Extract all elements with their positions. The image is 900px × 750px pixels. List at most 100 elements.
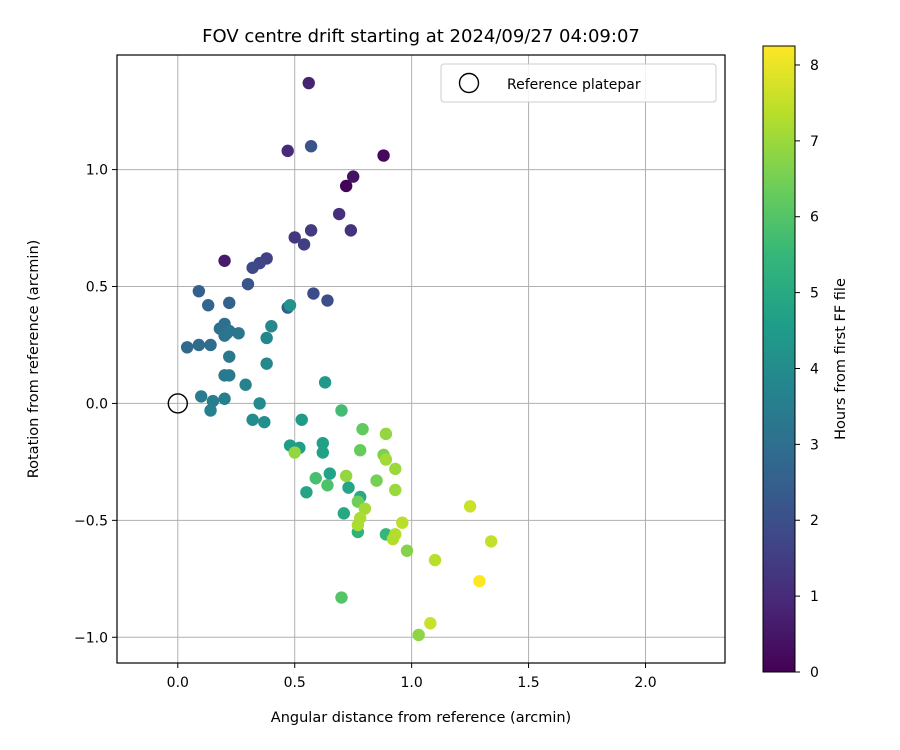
x-tick-label: 0.5 — [284, 675, 306, 691]
x-tick-label: 1.5 — [517, 675, 539, 691]
data-point — [223, 369, 236, 382]
data-point — [339, 469, 353, 483]
data-point — [223, 324, 236, 338]
data-point — [304, 140, 318, 153]
data-point — [335, 591, 348, 604]
data-point — [192, 284, 206, 298]
data-point — [300, 486, 313, 499]
colorbar-tick-label: 5 — [810, 286, 819, 302]
data-point — [246, 261, 259, 274]
data-point — [412, 628, 425, 642]
data-point — [304, 224, 318, 237]
data-point — [321, 479, 334, 492]
data-point — [204, 338, 217, 352]
reference-marker-group — [167, 393, 189, 414]
legend-reference-marker — [458, 72, 480, 94]
data-point — [288, 446, 301, 459]
y-tick-label: 0.0 — [86, 396, 108, 412]
data-point — [337, 507, 351, 520]
colorbar-tick-label: 0 — [810, 665, 819, 681]
data-point — [281, 144, 294, 158]
legend-entry-reference-platepar: Reference platepar — [507, 77, 641, 93]
data-point — [316, 436, 329, 450]
x-tick-label: 1.0 — [401, 675, 423, 691]
data-point — [316, 446, 329, 459]
data-point — [473, 574, 486, 588]
grid — [117, 55, 725, 663]
data-point — [400, 544, 414, 557]
x-tick-label: 2.0 — [634, 675, 656, 691]
data-point — [194, 390, 208, 403]
y-tick-label: 0.5 — [86, 280, 108, 296]
data-point — [370, 474, 383, 487]
data-point — [309, 472, 322, 485]
data-point — [239, 378, 252, 391]
colorbar-tick-label: 2 — [810, 513, 819, 529]
legend-box — [440, 63, 717, 103]
data-point — [260, 331, 273, 345]
data-point — [379, 453, 393, 466]
x-tick-label: 0.0 — [167, 675, 189, 691]
data-point — [318, 376, 332, 389]
data-point — [396, 516, 409, 529]
data-point — [354, 444, 367, 457]
data-point — [463, 500, 477, 513]
data-point — [323, 467, 336, 480]
data-point — [389, 483, 402, 497]
colorbar-tick-label: 1 — [810, 589, 819, 605]
data-point — [232, 327, 245, 340]
data-point — [377, 149, 390, 162]
y-axis-ticks: −1.0 −0.5 0.0 0.5 1.0 — [74, 163, 117, 646]
reference-platepar-marker — [167, 393, 189, 414]
data-point — [335, 404, 348, 417]
data-point — [223, 350, 236, 363]
data-point — [389, 462, 402, 476]
data-point — [288, 231, 301, 244]
data-point — [351, 518, 365, 532]
data-point — [428, 553, 442, 567]
colorbar-tick-label: 8 — [810, 58, 819, 74]
data-point — [258, 415, 271, 429]
colorbar — [762, 45, 796, 673]
data-point — [218, 392, 231, 405]
data-point — [321, 294, 334, 307]
data-point — [342, 481, 355, 494]
data-point — [356, 422, 369, 436]
data-point — [204, 404, 217, 417]
colorbar-label: Hours from first FF file — [833, 278, 849, 440]
x-axis-label: Angular distance from reference (arcmin) — [271, 710, 571, 726]
data-point — [180, 341, 194, 354]
data-point — [302, 76, 315, 90]
data-point — [295, 413, 308, 426]
data-point — [297, 238, 311, 251]
colorbar-ticks: 0 1 2 3 4 5 6 7 8 — [795, 58, 819, 681]
y-tick-label: −1.0 — [74, 630, 108, 646]
data-point — [265, 320, 278, 333]
data-point — [283, 299, 297, 312]
data-point — [218, 254, 231, 267]
colorbar-tick-label: 7 — [810, 134, 819, 150]
data-point — [346, 170, 360, 183]
plot-frame — [116, 54, 726, 664]
data-point — [332, 207, 346, 221]
data-point — [253, 397, 266, 410]
data-point — [241, 277, 255, 291]
y-tick-label: −0.5 — [74, 513, 108, 529]
data-point — [260, 357, 273, 370]
y-tick-label: 1.0 — [86, 163, 108, 179]
y-axis-label: Rotation from reference (arcmin) — [26, 240, 42, 479]
data-point — [307, 287, 320, 300]
data-point — [339, 179, 353, 193]
data-point — [424, 617, 437, 630]
data-point — [484, 535, 498, 548]
data-point — [344, 224, 358, 237]
legend: Reference platepar — [440, 63, 717, 103]
x-axis-ticks: 0.0 0.5 1.0 1.5 2.0 — [167, 663, 657, 691]
data-point — [246, 413, 259, 426]
colorbar-tick-label: 3 — [810, 437, 819, 453]
data-point — [379, 427, 393, 441]
data-point — [206, 394, 220, 408]
colorbar-tick-label: 6 — [810, 210, 819, 226]
colorbar-tick-label: 4 — [810, 361, 819, 377]
